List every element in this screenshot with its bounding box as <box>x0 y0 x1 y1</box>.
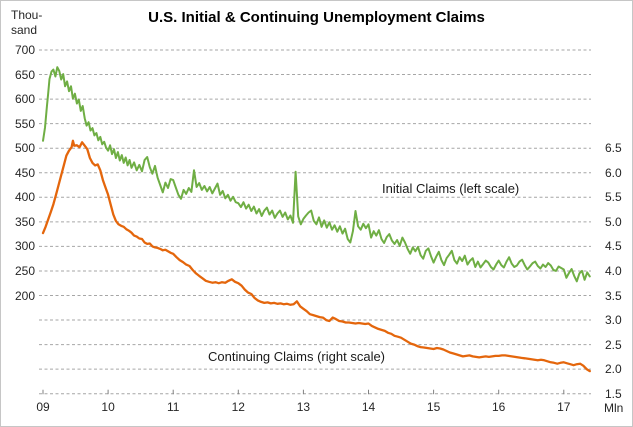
right-axis-tick-label: 5.0 <box>605 214 622 229</box>
initial-claims-annotation: Initial Claims (left scale) <box>382 181 520 196</box>
x-axis-tick-label: 17 <box>557 400 571 414</box>
right-axis-unit-label: Mln <box>604 401 624 415</box>
left-axis-tick-label: 500 <box>14 141 35 156</box>
right-axis-tick-label: 3.0 <box>605 313 622 328</box>
x-axis-tick-label: 11 <box>166 400 180 414</box>
right-axis-tick-label: 1.5 <box>605 386 622 401</box>
right-axis-tick-label: 4.5 <box>605 239 622 254</box>
right-axis-tick-label: 2.0 <box>605 362 622 377</box>
x-axis-tick-label: 10 <box>101 400 115 414</box>
right-axis-tick-label: 2.5 <box>605 337 622 352</box>
x-axis-tick-label: 15 <box>426 400 441 414</box>
left-axis-tick-label: 250 <box>14 263 35 278</box>
initial-claims-line <box>42 66 591 283</box>
left-axis-unit-line2: sand <box>11 23 38 37</box>
right-axis-tick-label: 3.5 <box>605 288 622 303</box>
right-axis-tick-label: 4.0 <box>605 263 622 278</box>
x-axis-tick-label: 16 <box>492 400 506 414</box>
left-axis-tick-label: 700 <box>14 43 35 57</box>
left-axis-unit-line1: Thou- <box>11 8 43 22</box>
x-axis-tick-label: 09 <box>36 400 50 414</box>
left-axis-tick-label: 550 <box>14 116 35 131</box>
left-axis-tick-label: 600 <box>14 92 35 107</box>
left-axis-unit-label: Thou- sand <box>11 8 42 38</box>
left-axis-tick-label: 300 <box>14 239 35 254</box>
continuing-claims-line <box>41 139 591 373</box>
left-axis-tick-label: 350 <box>14 214 35 229</box>
right-axis-tick-label: 6.0 <box>605 165 622 180</box>
continuing-claims-annotation: Continuing Claims (right scale) <box>208 349 386 364</box>
x-axis-tick-label: 12 <box>231 400 245 414</box>
x-axis-tick-label: 13 <box>296 400 311 414</box>
x-axis-tick-label: 14 <box>361 400 376 414</box>
right-axis-tick-label: 6.5 <box>605 141 622 156</box>
left-axis-tick-label: 450 <box>14 165 35 180</box>
right-axis-tick-label: 5.5 <box>605 190 622 205</box>
left-axis-tick-label: 650 <box>14 67 35 82</box>
left-axis-tick-label: 400 <box>14 190 35 205</box>
chart-title: U.S. Initial & Continuing Unemployment C… <box>148 9 485 26</box>
left-axis-tick-label: 200 <box>14 288 35 303</box>
